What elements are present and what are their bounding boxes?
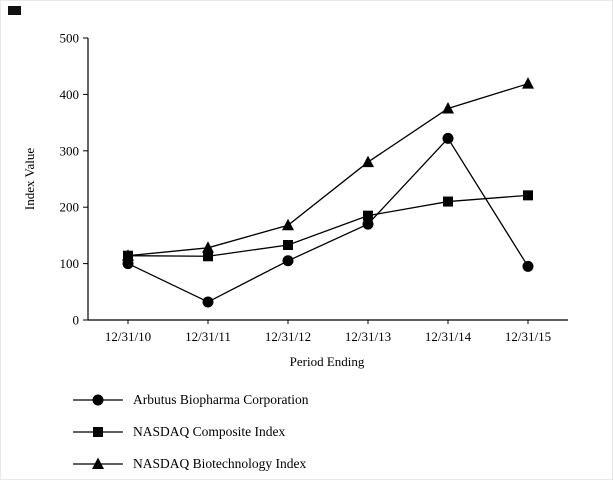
square-marker bbox=[203, 251, 213, 262]
triangle-marker bbox=[92, 457, 104, 469]
legend: Arbutus Biopharma Corporation NASDAQ Comp… bbox=[72, 392, 592, 488]
triangle-marker bbox=[442, 102, 454, 114]
circle-marker bbox=[442, 132, 454, 144]
circle-marker bbox=[92, 394, 104, 406]
circle-marker bbox=[522, 260, 534, 272]
legend-item: NASDAQ Composite Index bbox=[72, 424, 285, 440]
x-tick-label: 12/31/12 bbox=[265, 329, 311, 344]
triangle-marker bbox=[362, 155, 374, 168]
triangle-marker bbox=[202, 241, 214, 253]
y-tick-label: 400 bbox=[60, 87, 80, 102]
y-tick-label: 100 bbox=[60, 256, 80, 271]
y-tick-label: 500 bbox=[60, 31, 80, 46]
square-marker bbox=[93, 427, 103, 437]
x-axis-title: Period Ending bbox=[290, 354, 365, 369]
plot-area: 0 100 200 300 400 500 12/31/10 12/31/11 12/31/12… bbox=[60, 31, 568, 344]
corner-mark bbox=[8, 6, 21, 15]
circle-marker bbox=[282, 255, 294, 267]
square-marker bbox=[363, 210, 373, 221]
square-marker bbox=[523, 190, 533, 201]
y-tick-label: 0 bbox=[73, 313, 80, 328]
x-tick-label: 12/31/14 bbox=[425, 329, 472, 344]
square-marker bbox=[443, 196, 453, 207]
legend-item: NASDAQ Biotechnology Index bbox=[72, 456, 306, 472]
series-line bbox=[127, 83, 529, 257]
circle-marker bbox=[362, 218, 374, 230]
legend-label: NASDAQ Composite Index bbox=[133, 424, 286, 439]
circle-marker bbox=[202, 296, 214, 308]
square-marker bbox=[283, 239, 293, 250]
x-tick-label: 12/31/10 bbox=[105, 329, 151, 344]
legend-triangle-icon bbox=[73, 457, 123, 469]
y-tick-label: 300 bbox=[60, 143, 80, 158]
legend-square-icon bbox=[73, 427, 123, 437]
x-tick-label: 12/31/13 bbox=[345, 329, 391, 344]
circle-marker bbox=[122, 258, 134, 270]
x-tick-label: 12/31/15 bbox=[505, 329, 551, 344]
triangle-marker bbox=[282, 218, 294, 231]
performance-line-chart: 0 100 200 300 400 500 12/31/10 12/31/11 12/31/12… bbox=[22, 31, 568, 369]
legend-item: Arbutus Biopharma Corporation bbox=[72, 392, 308, 408]
legend-label: Arbutus Biopharma Corporation bbox=[133, 392, 309, 407]
y-axis-title: Index Value bbox=[22, 148, 37, 210]
series-line bbox=[127, 194, 529, 257]
legend-label: NASDAQ Biotechnology Index bbox=[133, 456, 307, 471]
y-tick-label: 200 bbox=[60, 200, 80, 215]
x-tick-label: 12/31/11 bbox=[185, 329, 231, 344]
series-line bbox=[127, 137, 529, 303]
legend-circle-icon bbox=[73, 394, 123, 406]
triangle-marker bbox=[122, 249, 134, 261]
triangle-marker bbox=[522, 77, 534, 89]
